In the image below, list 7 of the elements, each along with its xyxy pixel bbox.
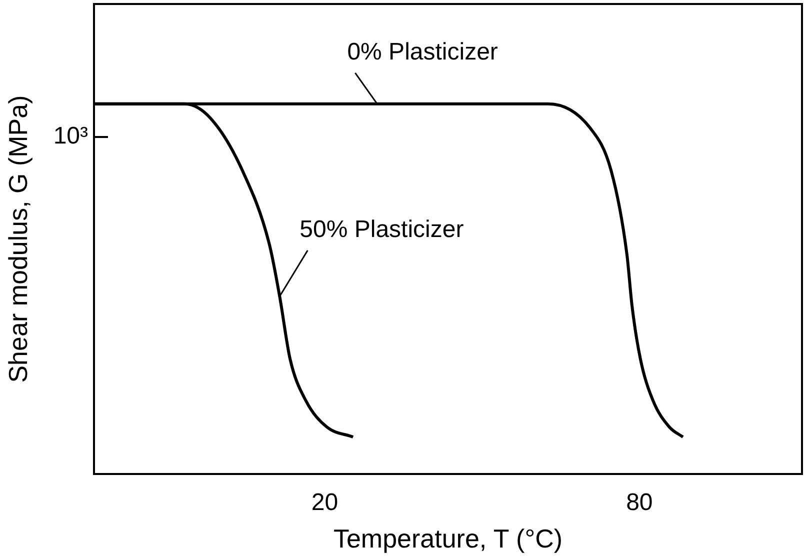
x-tick-label: 20 <box>311 489 338 516</box>
x-tick-label: 80 <box>626 489 653 516</box>
x-axis-title: Temperature, T (°C) <box>333 524 563 554</box>
series-label: 50% Plasticizer <box>300 216 464 243</box>
series-label: 0% Plasticizer <box>347 38 498 66</box>
text: 10³ <box>53 122 88 150</box>
y-axis-title: Shear modulus, G (MPa) <box>2 95 33 383</box>
